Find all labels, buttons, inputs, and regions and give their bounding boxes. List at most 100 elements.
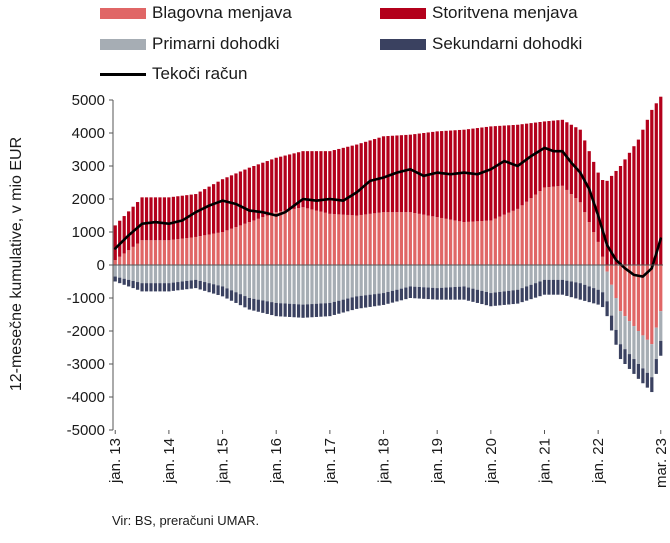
bar-0-106	[587, 222, 591, 265]
bar-3-57	[368, 294, 372, 307]
bar-1-29	[243, 169, 247, 224]
bar-1-0	[113, 225, 117, 261]
bar-2-23	[216, 265, 220, 286]
bar-2-92	[525, 265, 529, 287]
bar-0-88	[507, 212, 511, 265]
bar-0-13	[171, 239, 175, 265]
bar-1-6	[140, 197, 144, 241]
bar-0-53	[350, 215, 354, 265]
bar-1-122	[659, 96, 663, 265]
bar-1-47	[323, 151, 328, 213]
bar-0-111	[609, 265, 614, 285]
bar-3-40	[292, 304, 296, 318]
bar-0-20	[203, 235, 207, 265]
bar-3-77	[457, 286, 462, 300]
bar-2-59	[377, 265, 381, 294]
bar-1-66	[408, 134, 412, 213]
bar-2-17	[189, 265, 193, 281]
legend-item-sekundarni: Sekundarni dohodki	[380, 33, 582, 55]
bar-0-0	[113, 260, 117, 265]
bar-0-84	[489, 220, 493, 265]
bar-2-70	[426, 265, 430, 288]
x-tick-label-4: jan. 17	[322, 438, 339, 484]
bar-1-10	[158, 197, 162, 241]
bar-1-118	[641, 129, 645, 265]
bar-3-121	[654, 359, 658, 374]
bar-2-16	[185, 265, 189, 281]
bar-3-116	[632, 359, 636, 374]
bar-1-64	[399, 135, 404, 213]
bar-2-24	[220, 265, 225, 287]
bar-3-35	[270, 302, 274, 316]
bar-1-97	[547, 121, 551, 188]
legend: Blagovna menjava Storitvena menjava Prim…	[100, 2, 660, 88]
bar-3-80	[471, 288, 475, 302]
bar-0-26	[229, 228, 234, 265]
bar-2-109	[601, 265, 605, 293]
bar-1-45	[314, 151, 319, 211]
bar-0-9	[153, 240, 158, 265]
bar-2-118	[641, 335, 645, 369]
bar-0-104	[578, 202, 582, 265]
bar-3-83	[484, 291, 488, 306]
bar-2-52	[346, 265, 350, 299]
legend-swatch-primarni	[100, 38, 146, 50]
bar-1-98	[551, 120, 556, 187]
bar-0-3	[127, 250, 131, 265]
bar-2-31	[252, 265, 256, 299]
bar-3-73	[440, 287, 444, 300]
bar-2-30	[247, 265, 251, 298]
bar-0-90	[516, 208, 520, 265]
bar-0-67	[413, 213, 417, 265]
legend-label-storitvena: Storitvena menjava	[432, 3, 578, 22]
bar-3-55	[359, 295, 363, 309]
bar-2-81	[475, 265, 480, 290]
bar-3-71	[431, 287, 435, 300]
bar-0-15	[180, 238, 184, 265]
bar-1-77	[457, 129, 462, 222]
bar-3-85	[493, 292, 497, 306]
bar-1-9	[153, 197, 158, 241]
bar-2-25	[225, 265, 229, 289]
bar-0-105	[583, 212, 587, 265]
bar-2-9	[153, 265, 158, 284]
bar-0-46	[319, 211, 323, 265]
bar-2-71	[431, 265, 435, 288]
bar-1-35	[270, 159, 274, 214]
bar-1-8	[149, 197, 153, 241]
bar-0-49	[332, 214, 336, 266]
bar-2-117	[636, 331, 641, 364]
bar-1-15	[180, 195, 184, 239]
bar-3-34	[265, 301, 269, 314]
bar-3-62	[390, 290, 395, 303]
bar-2-102	[569, 265, 573, 282]
bar-0-115	[627, 265, 632, 322]
bar-1-48	[328, 151, 332, 214]
bar-2-57	[368, 265, 372, 295]
bar-2-94	[533, 265, 538, 284]
bar-3-13	[171, 282, 175, 291]
bar-2-35	[270, 265, 274, 303]
bar-3-82	[480, 290, 484, 305]
bar-3-98	[551, 279, 556, 295]
bar-3-52	[346, 298, 350, 312]
bar-3-112	[614, 329, 618, 345]
bar-0-64	[399, 212, 404, 265]
bar-3-108	[596, 289, 600, 305]
line-layer	[113, 146, 663, 278]
bar-0-35	[270, 213, 274, 265]
bar-0-92	[525, 201, 529, 265]
bar-2-40	[292, 265, 296, 305]
bar-1-40	[292, 153, 296, 209]
bar-3-91	[520, 288, 524, 303]
bar-2-98	[551, 265, 556, 280]
y-tick-label-4: 1000	[72, 224, 105, 241]
y-tick-label-5: 0	[97, 257, 105, 274]
bar-0-12	[167, 240, 171, 265]
bar-3-6	[140, 283, 144, 292]
bar-1-23	[216, 181, 220, 233]
legend-label-blagovna: Blagovna menjava	[152, 3, 292, 22]
x-tick-label-3: jan. 16	[268, 438, 285, 484]
bar-0-100	[560, 185, 564, 265]
bar-1-114	[623, 159, 627, 265]
